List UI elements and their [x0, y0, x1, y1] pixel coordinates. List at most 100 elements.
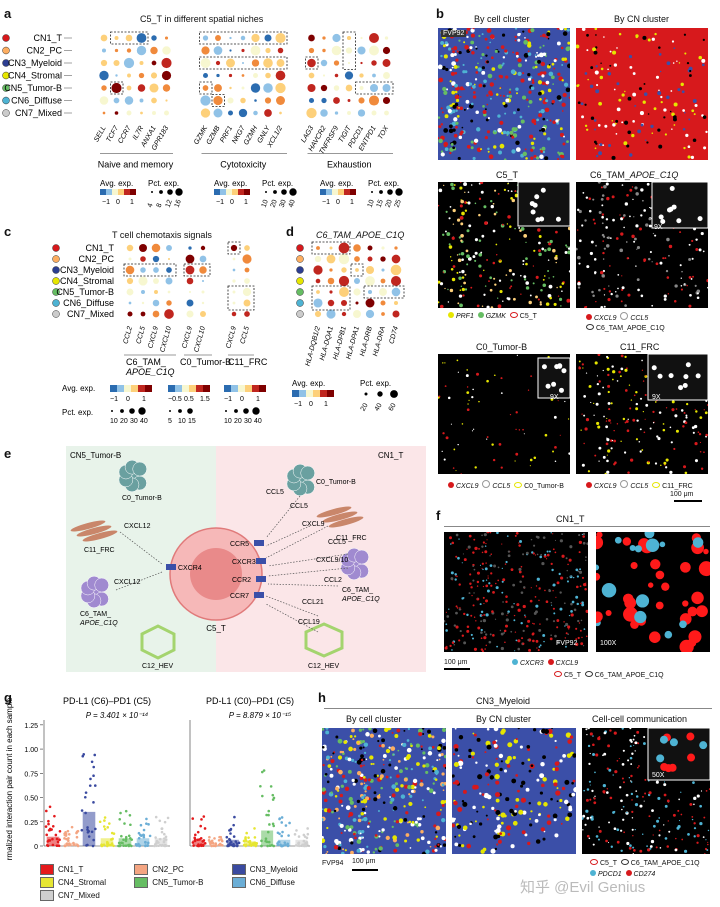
cell	[639, 428, 642, 431]
cell	[490, 56, 494, 60]
cell	[542, 633, 546, 637]
cell	[334, 838, 339, 844]
row-dot	[296, 310, 304, 318]
pct-tick: 20	[120, 418, 128, 425]
cell	[484, 108, 487, 111]
highlight-box	[227, 285, 255, 311]
point	[210, 844, 213, 848]
cell	[456, 824, 462, 829]
highlight-box	[350, 263, 364, 277]
cell	[464, 209, 468, 212]
cell	[497, 192, 500, 195]
cell	[458, 39, 461, 42]
cell	[437, 746, 441, 751]
pct-tick: 12	[165, 199, 174, 209]
cell	[503, 158, 507, 160]
point	[271, 793, 275, 797]
cell	[422, 751, 426, 755]
cell	[550, 604, 553, 606]
cell	[498, 753, 504, 759]
cell	[546, 553, 550, 557]
row-label-CN4_Stromal: CN4_Stromal	[60, 276, 114, 286]
cell	[584, 587, 587, 591]
point	[279, 843, 282, 846]
cell	[429, 845, 432, 848]
pct-tick: 40	[140, 418, 148, 425]
cell	[553, 59, 557, 63]
point	[65, 837, 68, 841]
row-label-CN6_Diffuse: CN6_Diffuse	[11, 96, 62, 106]
cell	[592, 735, 594, 737]
cell	[627, 759, 630, 762]
zoom-cell	[651, 365, 657, 371]
cell	[606, 454, 608, 456]
c6-right-label-it: APOE_C1Q	[341, 596, 380, 603]
cell	[690, 155, 695, 160]
cell	[522, 642, 525, 645]
cell	[631, 828, 634, 831]
cell	[613, 439, 617, 443]
cell	[577, 255, 581, 260]
cell	[485, 613, 489, 617]
cell	[603, 247, 606, 250]
cell	[623, 606, 638, 622]
point	[139, 833, 142, 837]
dot	[359, 73, 364, 78]
cell	[534, 554, 537, 556]
cell	[523, 53, 529, 58]
cell	[538, 587, 541, 590]
panel-f-legend: CXCR3 CXCL9 C5_T C6_TAM_APOE_C1Q	[512, 658, 664, 682]
cell	[542, 536, 546, 539]
cell	[505, 595, 508, 598]
ligand-arrow	[265, 603, 319, 633]
cell	[602, 783, 606, 788]
cell	[473, 647, 478, 651]
cell	[641, 369, 644, 371]
cell	[438, 77, 444, 83]
cell	[519, 539, 523, 543]
cell	[602, 269, 606, 273]
cell	[540, 762, 545, 767]
cell	[692, 99, 697, 103]
cell	[363, 811, 367, 815]
cell	[530, 764, 534, 767]
panel-f-scalebar	[444, 668, 470, 670]
dot	[114, 111, 119, 115]
point	[225, 840, 229, 843]
receptor-cxcr4	[166, 564, 176, 570]
cell	[449, 256, 452, 258]
cell	[339, 823, 344, 828]
cell	[565, 622, 569, 626]
point	[45, 833, 49, 837]
cell	[456, 65, 460, 69]
cell	[578, 534, 581, 537]
colorbar-seg	[320, 390, 327, 397]
cell	[603, 184, 607, 189]
cell	[454, 83, 458, 88]
highlight-box	[305, 56, 319, 70]
dot	[338, 275, 350, 287]
cell	[427, 729, 431, 734]
cell	[468, 48, 472, 51]
cell	[602, 258, 605, 260]
cell	[688, 243, 691, 246]
cell	[476, 571, 480, 575]
point	[245, 831, 248, 835]
zoom-cell	[659, 735, 668, 744]
cell	[658, 817, 661, 819]
colorbar-seg	[100, 189, 106, 195]
cell	[414, 786, 417, 789]
cell	[556, 626, 559, 629]
point	[58, 829, 62, 833]
cell	[627, 293, 631, 297]
cell	[462, 294, 465, 297]
cell	[707, 841, 709, 843]
cell	[598, 151, 602, 156]
cell	[618, 757, 620, 760]
dot	[242, 287, 252, 297]
watermark: 知乎 @Evil Genius	[520, 879, 646, 896]
cell	[505, 759, 510, 764]
cell	[575, 595, 579, 599]
gene-label: CCL5	[240, 326, 251, 345]
cell	[462, 70, 466, 74]
